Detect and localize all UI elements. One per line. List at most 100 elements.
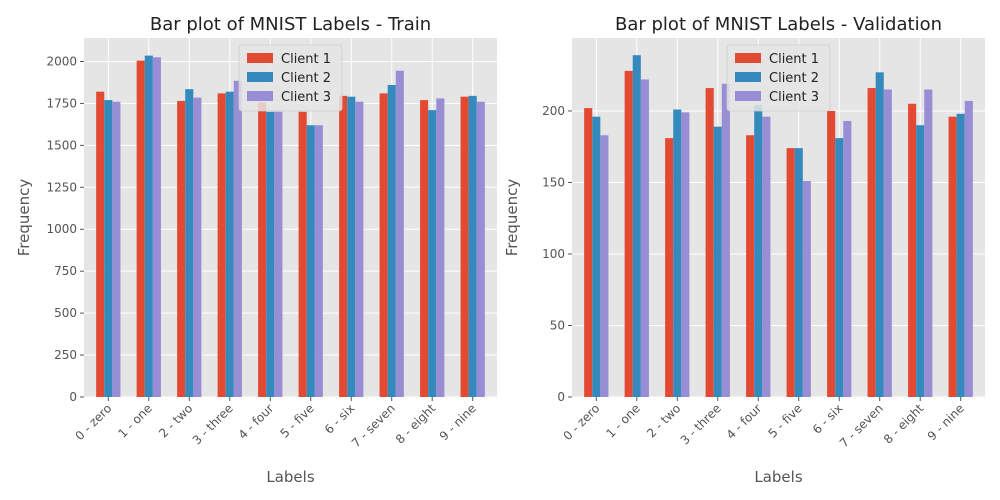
x-tick-label: 2 - two	[644, 401, 683, 440]
bar-client-1-0	[96, 91, 105, 397]
x-tick-label: 8 - eight	[393, 401, 439, 447]
y-tick-label: 750	[54, 264, 77, 278]
legend-swatch	[247, 53, 273, 63]
bar-client-2-3	[713, 126, 722, 397]
legend-label: Client 3	[769, 90, 819, 105]
bar-client-3-7	[883, 89, 892, 397]
bar-client-1-5	[298, 111, 307, 398]
bar-client-2-4	[266, 111, 275, 398]
chart-panel-1: 0 250 500 750 1000 1250 1500 1750 2000 0 - zero 1 …	[15, 14, 497, 486]
bar-client-2-0	[104, 100, 113, 397]
y-tick-label: 500	[54, 306, 77, 320]
y-tick-label: 0	[557, 390, 565, 404]
x-tick-label: 2 - two	[156, 401, 195, 440]
y-axis-label: Frequency	[15, 179, 33, 257]
bar-client-3-3	[233, 80, 242, 397]
bar-client-3-1	[152, 57, 161, 398]
legend-label: Client 3	[281, 90, 331, 105]
x-tick-label: 9 - nine	[925, 401, 967, 443]
bar-client-1-6	[339, 95, 348, 398]
bar-client-1-6	[827, 110, 836, 398]
y-tick-label: 0	[69, 390, 77, 404]
bar-client-1-0	[584, 108, 593, 397]
bar-client-1-9	[948, 116, 957, 397]
bar-client-1-1	[624, 70, 633, 397]
x-tick-label: 3 - three	[678, 401, 724, 447]
bar-client-1-4	[258, 102, 267, 397]
bar-client-2-4	[754, 105, 763, 397]
bar-client-1-2	[665, 138, 674, 398]
bar-client-3-8	[924, 89, 933, 397]
bar-client-3-1	[640, 79, 649, 397]
bar-client-1-3	[705, 88, 714, 398]
legend-swatch	[247, 91, 273, 101]
bar-client-3-4	[274, 111, 283, 398]
bar-client-1-4	[746, 135, 755, 397]
bar-client-3-3	[721, 83, 730, 397]
legend: Client 1 Client 2 Client 3	[238, 44, 343, 112]
bar-client-2-3	[225, 91, 234, 397]
y-tick-label: 250	[54, 348, 77, 362]
bar-client-3-2	[193, 97, 202, 397]
bar-client-2-9	[956, 113, 965, 397]
y-tick-label: 150	[542, 175, 565, 189]
bar-client-3-7	[395, 70, 404, 397]
legend-swatch	[735, 53, 761, 63]
x-tick-label: 0 - zero	[560, 401, 602, 443]
bar-client-1-3	[217, 93, 226, 398]
bar-client-3-4	[762, 116, 771, 397]
bar-client-2-1	[632, 55, 641, 398]
y-tick-label: 2000	[46, 54, 77, 68]
y-axis-label: Frequency	[503, 179, 521, 257]
x-tick-label: 9 - nine	[437, 401, 479, 443]
bar-client-2-8	[428, 110, 437, 398]
x-axis-label: Labels	[754, 468, 802, 486]
bar-client-2-6	[347, 96, 356, 397]
x-tick-label: 6 - six	[810, 401, 846, 437]
x-tick-label: 1 - one	[603, 401, 643, 441]
bar-client-3-8	[436, 98, 445, 398]
bar-client-2-0	[592, 116, 601, 397]
bar-client-2-7	[387, 84, 396, 398]
x-tick-label: 4 - four	[236, 401, 277, 442]
x-tick-label: 5 - five	[278, 401, 317, 440]
legend-swatch	[735, 72, 761, 82]
bar-client-3-9	[964, 100, 973, 397]
bar-client-3-2	[681, 112, 690, 397]
y-tick-label: 50	[550, 318, 565, 332]
legend-swatch	[247, 72, 273, 82]
x-axis-label: Labels	[266, 468, 314, 486]
legend-swatch	[735, 91, 761, 101]
bar-client-1-1	[136, 60, 145, 398]
bar-client-3-6	[843, 120, 852, 397]
x-tick-label: 0 - zero	[72, 401, 114, 443]
bar-client-1-9	[460, 96, 469, 397]
y-tick-label: 200	[542, 104, 565, 118]
y-tick-label: 1250	[46, 180, 77, 194]
chart-title: Bar plot of MNIST Labels - Validation	[615, 14, 942, 35]
bar-client-1-7	[867, 88, 876, 398]
bar-client-3-0	[600, 135, 609, 397]
bar-client-3-5	[802, 181, 811, 397]
x-tick-label: 1 - one	[115, 401, 155, 441]
y-tick-label: 1750	[46, 96, 77, 110]
y-tick-label: 100	[542, 247, 565, 261]
x-tick-label: 4 - four	[724, 401, 765, 442]
bar-client-1-2	[177, 100, 186, 398]
bar-client-2-2	[673, 109, 682, 397]
bar-client-1-5	[786, 148, 795, 397]
legend-label: Client 2	[769, 71, 819, 86]
x-tick-label: 7 - seven	[837, 401, 886, 450]
bar-client-3-6	[355, 101, 364, 397]
bar-client-2-5	[306, 125, 315, 397]
bar-client-3-0	[112, 101, 121, 397]
bar-client-2-7	[875, 72, 884, 397]
legend-label: Client 1	[281, 52, 331, 67]
bar-client-1-8	[420, 100, 429, 397]
chart-title: Bar plot of MNIST Labels - Train	[150, 14, 431, 35]
bar-client-2-5	[794, 148, 803, 397]
bar-client-2-2	[185, 89, 194, 397]
y-tick-label: 1000	[46, 222, 77, 236]
